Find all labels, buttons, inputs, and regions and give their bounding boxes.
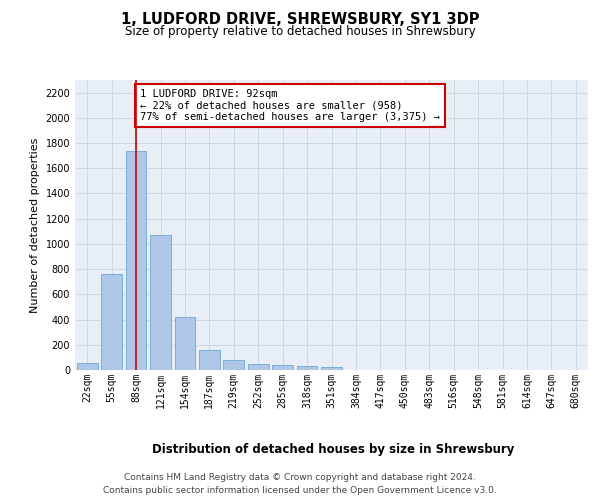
Y-axis label: Number of detached properties: Number of detached properties	[30, 138, 40, 312]
Bar	[296, 366, 317, 370]
Text: Distribution of detached houses by size in Shrewsbury: Distribution of detached houses by size …	[152, 442, 514, 456]
Bar	[272, 365, 293, 370]
Bar	[199, 350, 220, 370]
Bar	[321, 368, 342, 370]
Bar	[248, 364, 269, 370]
Text: 1 LUDFORD DRIVE: 92sqm
← 22% of detached houses are smaller (958)
77% of semi-de: 1 LUDFORD DRIVE: 92sqm ← 22% of detached…	[140, 89, 440, 122]
Bar	[175, 317, 196, 370]
Bar	[150, 235, 171, 370]
Text: Contains HM Land Registry data © Crown copyright and database right 2024.: Contains HM Land Registry data © Crown c…	[124, 472, 476, 482]
Bar	[77, 363, 98, 370]
Text: 1, LUDFORD DRIVE, SHREWSBURY, SY1 3DP: 1, LUDFORD DRIVE, SHREWSBURY, SY1 3DP	[121, 12, 479, 28]
Bar	[125, 150, 146, 370]
Bar	[101, 274, 122, 370]
Bar	[223, 360, 244, 370]
Text: Size of property relative to detached houses in Shrewsbury: Size of property relative to detached ho…	[125, 25, 475, 38]
Text: Contains public sector information licensed under the Open Government Licence v3: Contains public sector information licen…	[103, 486, 497, 495]
